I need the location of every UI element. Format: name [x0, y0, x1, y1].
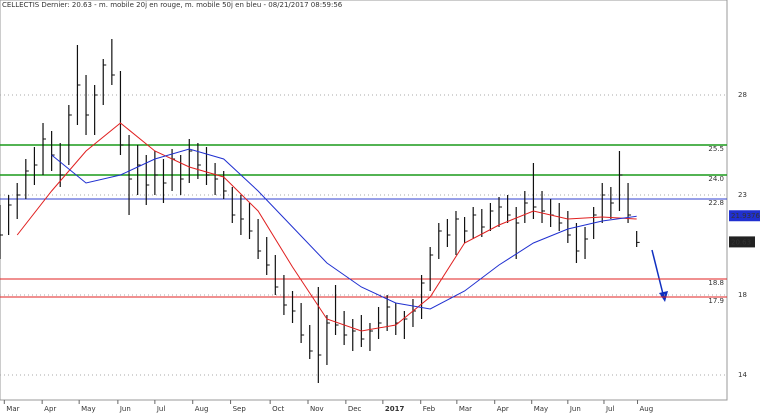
x-tick-label: Jun [569, 405, 581, 413]
x-tick-label: Mar [6, 405, 19, 413]
x-tick-label: May [81, 405, 95, 413]
x-tick-label: 2017 [385, 405, 405, 413]
x-tick-label: Nov [310, 405, 324, 413]
y-tick-label: 23 [738, 191, 747, 199]
level-label: 25.5 [708, 145, 724, 153]
plot-frame [0, 0, 728, 401]
x-tick-label: Aug [640, 405, 654, 413]
x-tick-label: Apr [497, 405, 509, 413]
x-tick-label: Oct [272, 405, 284, 413]
level-label: 24.0 [708, 175, 724, 183]
moving-average [16, 122, 637, 332]
annotation-arrow [651, 249, 665, 299]
y-tick-label: 28 [738, 91, 747, 99]
x-tick-label: Aug [195, 405, 209, 413]
x-tick-label: Mar [459, 405, 472, 413]
last-price-box [729, 236, 755, 248]
last-value-label: 21.9376 [731, 212, 760, 220]
x-tick-label: Jun [119, 405, 131, 413]
x-tick-label: Feb [423, 405, 436, 413]
x-tick-label: Sep [233, 405, 247, 413]
x-tick-label: Jul [156, 405, 166, 413]
last-price-label: 20.63 [731, 238, 751, 246]
y-tick-label: 18 [738, 291, 747, 299]
level-label: 17.9 [708, 297, 724, 305]
moving-average [51, 148, 637, 310]
y-tick-label: 14 [738, 371, 747, 379]
x-tick-label: May [534, 405, 548, 413]
x-tick-label: Dec [348, 405, 362, 413]
level-label: 22.8 [708, 199, 724, 207]
chart-title: CELLECTIS Dernier: 20.63 - m. mobile 20j… [2, 1, 343, 9]
level-label: 18.8 [708, 279, 724, 287]
x-tick-label: Jul [605, 405, 615, 413]
x-tick-label: Apr [44, 405, 56, 413]
last-value-box [729, 210, 760, 222]
